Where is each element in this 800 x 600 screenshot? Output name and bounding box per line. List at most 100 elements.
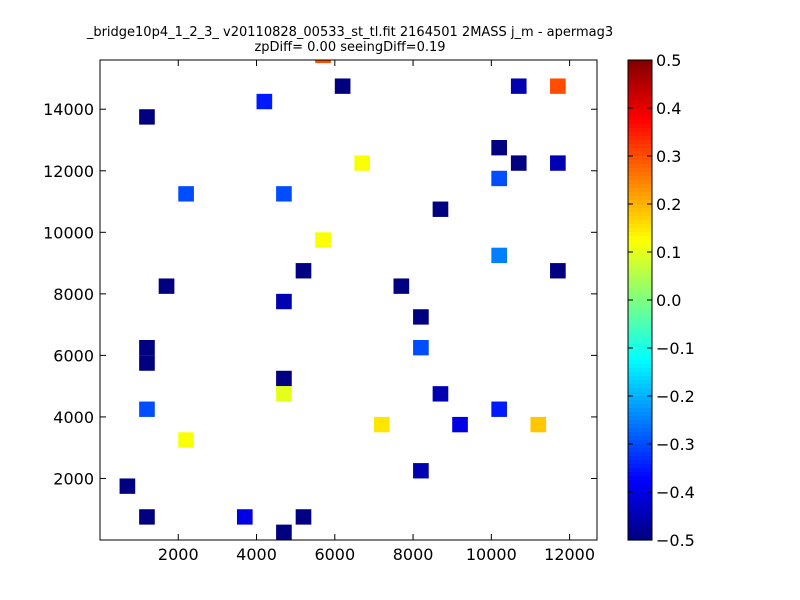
colorbar-segment <box>628 308 652 313</box>
colorbar-segment <box>628 524 652 529</box>
colorbar-tick-label: 0.1 <box>656 243 681 262</box>
colorbar-segment <box>628 120 652 125</box>
colorbar-segment <box>628 328 652 333</box>
colorbar-segment <box>628 344 652 349</box>
colorbar-segment <box>628 316 652 321</box>
colorbar-segment <box>628 352 652 357</box>
heatmap-cell <box>413 309 429 325</box>
colorbar-segment <box>628 532 652 537</box>
colorbar-segment <box>628 368 652 373</box>
colorbar-segment <box>628 332 652 337</box>
colorbar-segment <box>628 124 652 129</box>
colorbar-segment <box>628 312 652 317</box>
heatmap-cell <box>550 78 566 94</box>
colorbar-segment <box>628 148 652 153</box>
x-tick-label: 2000 <box>158 545 199 564</box>
colorbar-segment <box>628 188 652 193</box>
heatmap-cell <box>354 155 371 171</box>
colorbar-segment <box>628 204 652 209</box>
x-tick-label: 6000 <box>314 545 355 564</box>
heatmap-cell <box>491 140 507 156</box>
colorbar-segment <box>628 296 652 301</box>
colorbar-segment <box>628 80 652 85</box>
colorbar-segment <box>628 336 652 341</box>
colorbar-segment <box>628 92 652 97</box>
heatmap-cell <box>139 355 155 371</box>
colorbar-segment <box>628 480 652 485</box>
colorbar-segment <box>628 236 652 241</box>
y-tick-label: 10000 <box>43 223 94 242</box>
heatmap-cell <box>139 109 155 125</box>
heatmap-cell <box>491 247 507 264</box>
colorbar-segment <box>628 68 652 73</box>
colorbar-segment <box>628 224 652 229</box>
colorbar-tick-label: −0.2 <box>656 387 695 406</box>
heatmap-cell <box>491 170 507 187</box>
colorbar-segment <box>628 144 652 149</box>
heatmap-cell <box>178 432 194 448</box>
colorbar-segment <box>628 456 652 461</box>
colorbar-segment <box>628 300 652 305</box>
colorbar-segment <box>628 232 652 237</box>
colorbar-segment <box>628 212 652 217</box>
colorbar-segment <box>628 240 652 245</box>
colorbar-segment <box>628 516 652 521</box>
heatmap-cell <box>530 416 547 433</box>
colorbar-segment <box>628 116 652 121</box>
colorbar-segment <box>628 460 652 465</box>
colorbar-segment <box>628 408 652 413</box>
heatmap-cell <box>413 463 429 479</box>
colorbar-segment <box>628 372 652 377</box>
y-tick-label: 12000 <box>43 162 94 181</box>
colorbar-segment <box>628 228 652 233</box>
colorbar-segment <box>628 164 652 169</box>
heatmap-cell <box>276 524 292 540</box>
colorbar-segment <box>628 168 652 173</box>
heatmap-cell <box>295 509 312 525</box>
heatmap-cell <box>432 201 449 217</box>
colorbar-segment <box>628 488 652 493</box>
colorbar-segment <box>628 252 652 257</box>
colorbar-tick-label: 0.2 <box>656 195 681 214</box>
colorbar-segment <box>628 392 652 397</box>
colorbar-segment <box>628 112 652 117</box>
colorbar-segment <box>628 64 652 69</box>
colorbar-tick-label: −0.3 <box>656 435 695 454</box>
colorbar-segment <box>628 100 652 105</box>
colorbar-tick-label: −0.5 <box>656 531 695 550</box>
x-tick-label: 12000 <box>544 545 595 564</box>
plot-frame <box>99 59 598 541</box>
heatmap-cell <box>550 263 566 279</box>
colorbar-segment <box>628 496 652 501</box>
colorbar-segment <box>628 172 652 177</box>
colorbar-segment <box>628 220 652 225</box>
colorbar-segment <box>628 528 652 533</box>
colorbar-segment <box>628 88 652 93</box>
colorbar-segment <box>628 448 652 453</box>
colorbar-segment <box>628 348 652 353</box>
heatmap-cell <box>119 478 136 494</box>
y-tick-label: 14000 <box>43 100 94 119</box>
colorbar-segment <box>628 260 652 265</box>
colorbar-segment <box>628 324 652 329</box>
colorbar-segment <box>628 432 652 437</box>
colorbar-segment <box>628 140 652 145</box>
colorbar-segment <box>628 512 652 517</box>
colorbar-segment <box>628 504 652 509</box>
colorbar-segment <box>628 520 652 525</box>
colorbar-segment <box>628 340 652 345</box>
y-tick-label: 2000 <box>53 469 94 488</box>
heatmap-cell <box>452 416 468 433</box>
heatmap-cell <box>178 186 194 202</box>
colorbar-segment <box>628 272 652 277</box>
colorbar-segment <box>628 104 652 109</box>
heatmap-cell <box>432 386 449 402</box>
heatmap-cell <box>276 293 292 310</box>
chart-title: _bridge10p4_1_2_3_ v20110828_00533_st_tl… <box>86 25 614 40</box>
colorbar-segment <box>628 248 652 253</box>
colorbar-segment <box>628 428 652 433</box>
colorbar-segment <box>628 380 652 385</box>
colorbar-segment <box>628 472 652 477</box>
